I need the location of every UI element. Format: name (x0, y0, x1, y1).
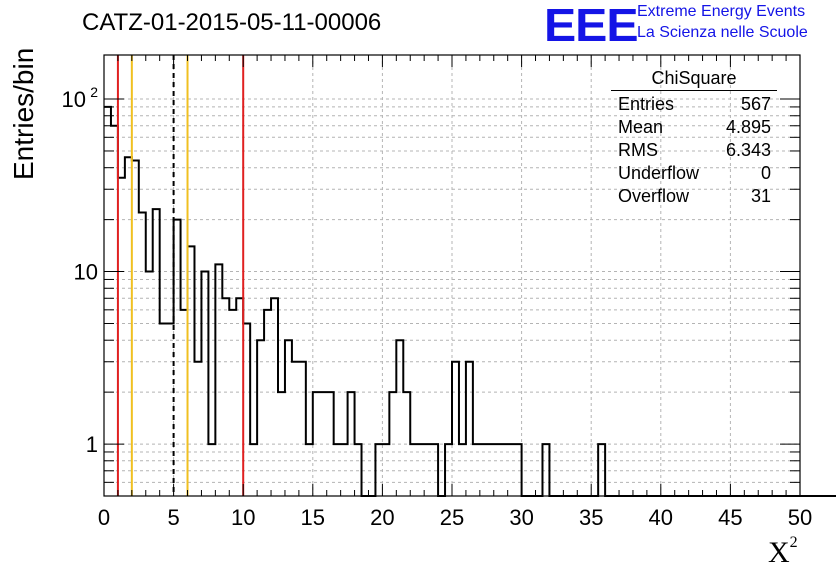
x-tick-label: 50 (788, 505, 812, 530)
stats-box: ChiSquare Entries 567 Mean 4.895 RMS 6.343 … (611, 68, 777, 208)
x-tick-label: 40 (649, 505, 673, 530)
x-axis-label-base: X (768, 536, 790, 569)
eee-logo: EEE (544, 0, 639, 51)
stats-label: Entries (618, 94, 675, 114)
x-tick-label: 10 (231, 505, 255, 530)
stats-value: 31 (750, 186, 771, 206)
stats-label: RMS (618, 140, 658, 160)
stats-row: Underflow 0 (611, 162, 777, 185)
stats-value: 567 (740, 94, 771, 114)
y-tick-label-sup: 2 (90, 84, 98, 100)
x-tick-label: 25 (440, 505, 464, 530)
y-tick-label: 1 (86, 432, 98, 457)
x-tick-label: 0 (98, 505, 110, 530)
logo-line-2: La Scienza nelle Scuole (637, 24, 808, 41)
stats-label: Underflow (618, 163, 700, 183)
stats-value: 4.895 (725, 117, 771, 137)
x-tick-label: 30 (509, 505, 533, 530)
x-tick-label: 45 (718, 505, 742, 530)
logo-line-1: Extreme Energy Events (637, 3, 806, 20)
x-axis-label: X2 (768, 534, 798, 570)
x-tick-label: 20 (370, 505, 394, 530)
stats-row: Entries 567 (611, 93, 777, 116)
x-tick-label: 35 (579, 505, 603, 530)
stats-row: Mean 4.895 (611, 116, 777, 139)
y-axis-label: Entries/bin (8, 47, 39, 180)
x-tick-label: 15 (301, 505, 325, 530)
stats-label: Mean (618, 117, 664, 137)
chart-title: CATZ-01-2015-05-11-00006 (82, 9, 382, 36)
stats-value: 6.343 (725, 140, 771, 160)
stats-row: RMS 6.343 (611, 139, 777, 162)
y-tick-label: 10 (62, 87, 86, 112)
stats-label: Overflow (618, 186, 690, 206)
y-tick-label: 10 (74, 260, 98, 285)
x-tick-label: 5 (167, 505, 179, 530)
stats-value: 0 (760, 163, 771, 183)
stats-title: ChiSquare (611, 68, 777, 91)
stats-row: Overflow 31 (611, 185, 777, 208)
x-axis-label-sup: 2 (789, 534, 798, 551)
